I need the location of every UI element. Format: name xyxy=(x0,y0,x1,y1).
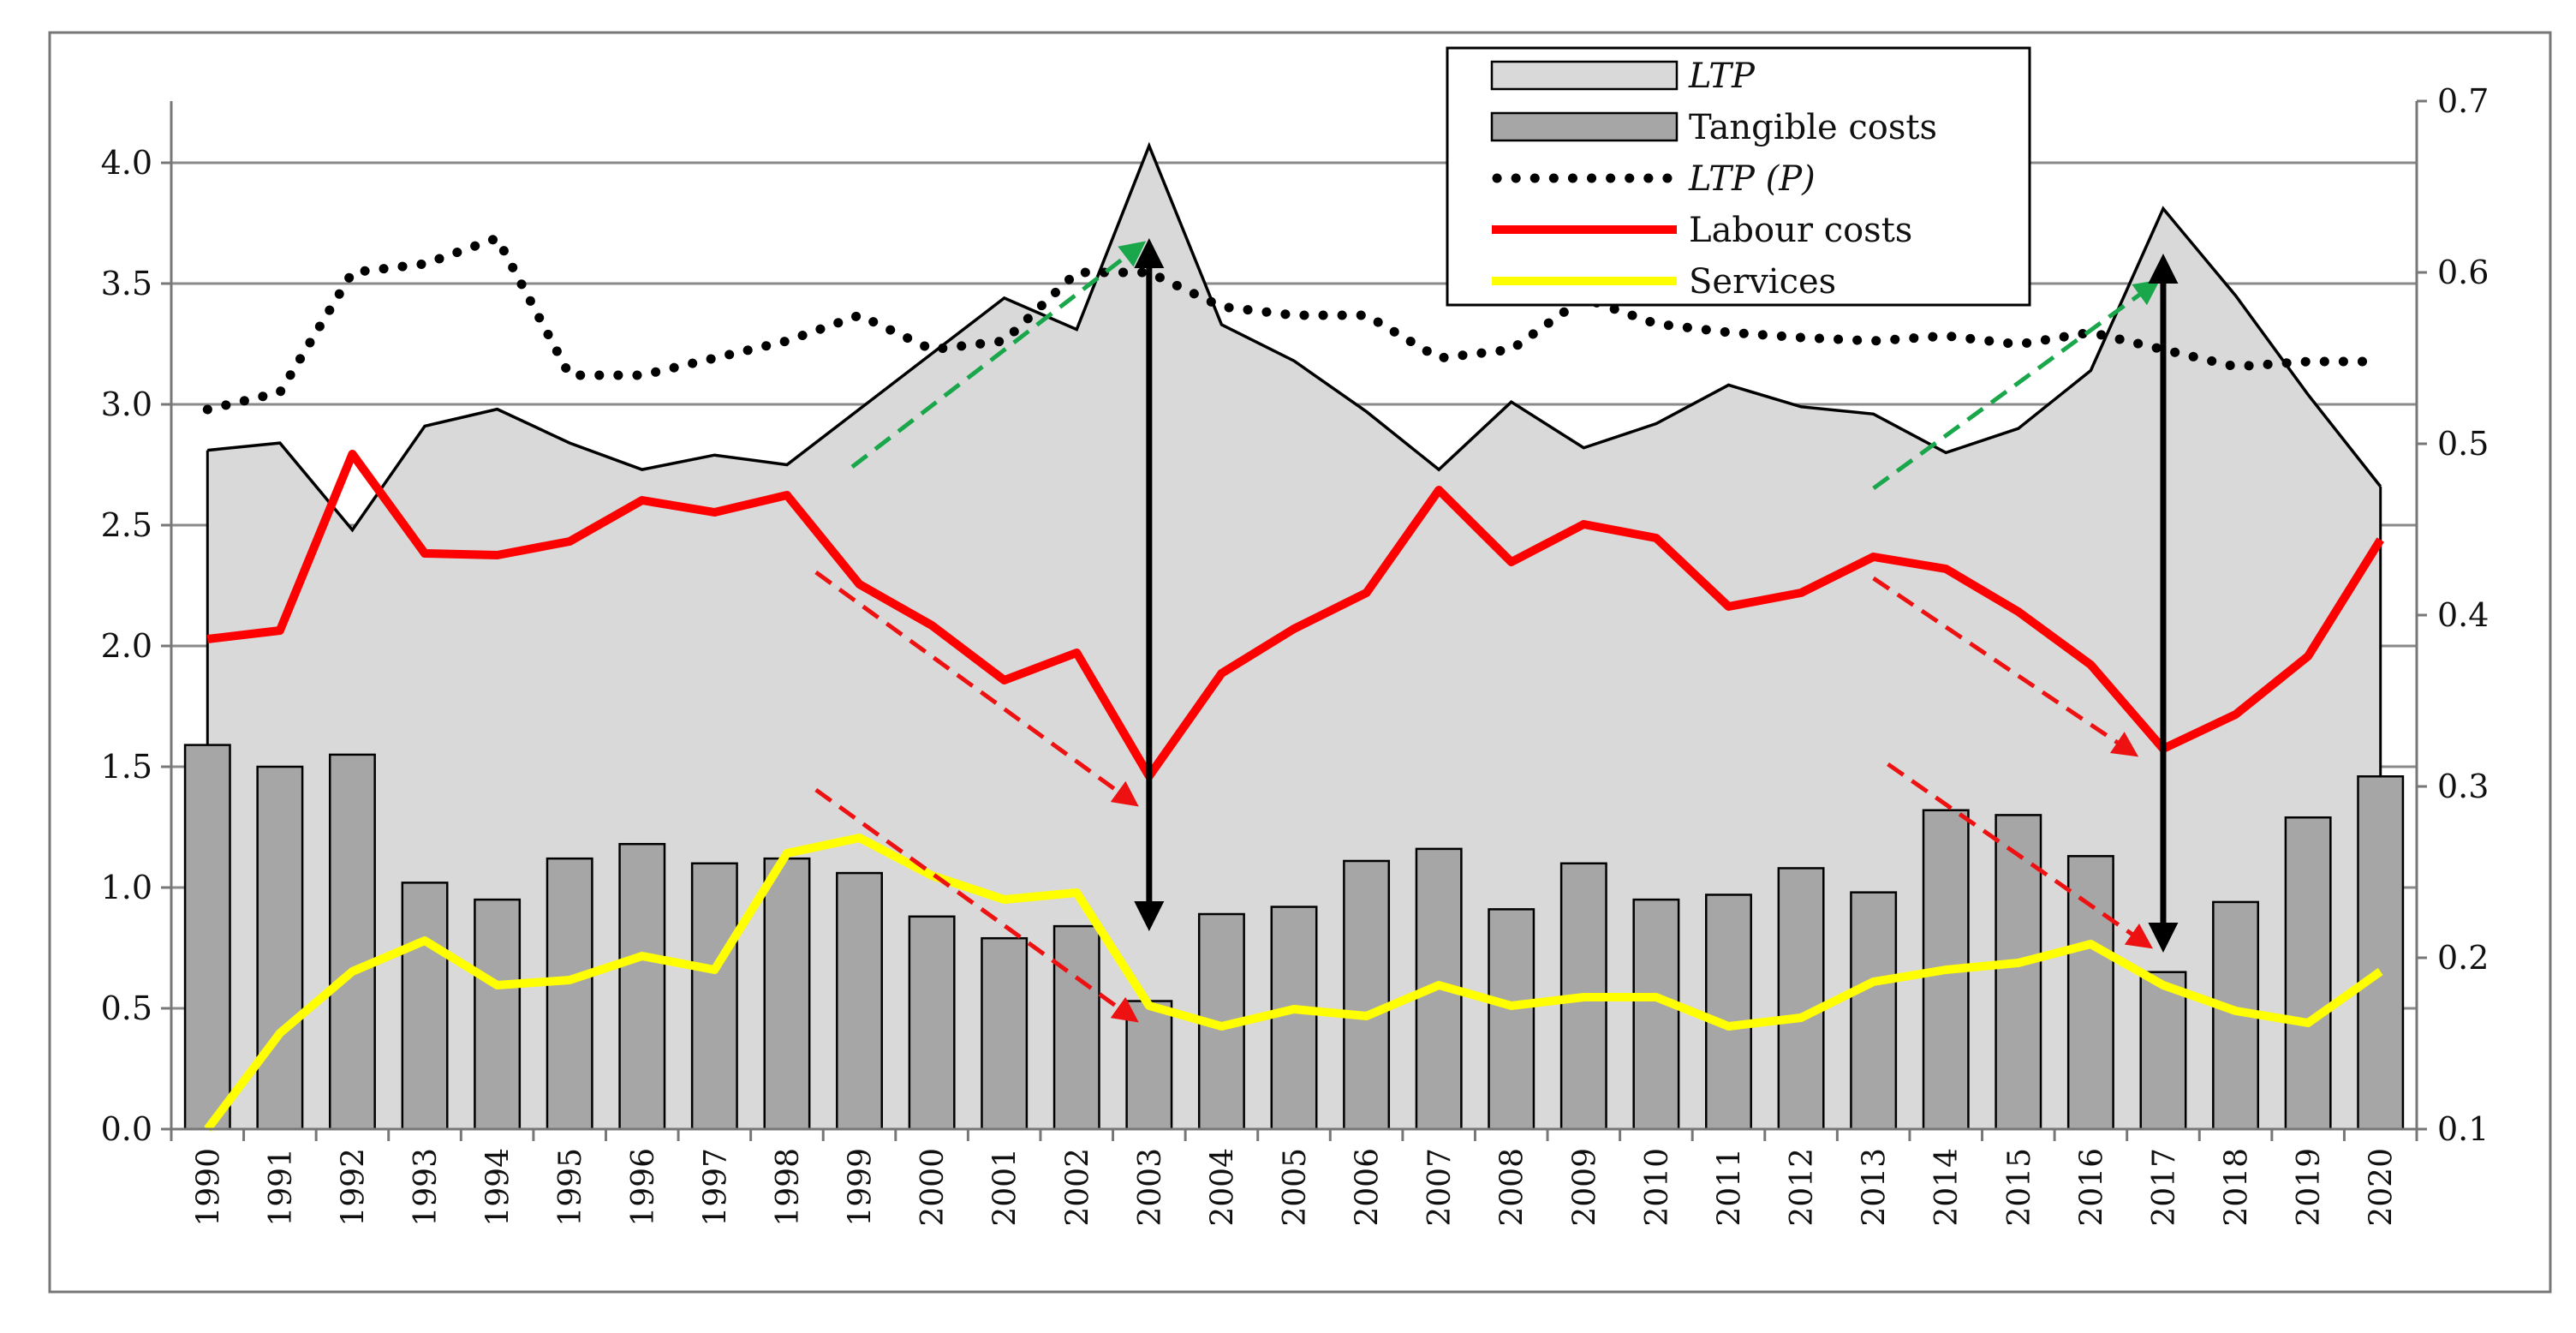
tangible-costs-bar xyxy=(2357,775,2405,1131)
x-tick-label: 1995 xyxy=(553,1148,588,1227)
x-tick-label: 1996 xyxy=(626,1148,661,1227)
tangible-costs-bar xyxy=(328,753,376,1131)
legend-label: Labour costs xyxy=(1689,211,1912,250)
tangible-costs-bar xyxy=(2066,855,2114,1131)
left-tick-label: 2.5 xyxy=(101,506,152,544)
tangible-costs-bar xyxy=(474,898,522,1131)
x-tick-label: 1991 xyxy=(264,1148,299,1227)
tangible-costs-bar xyxy=(183,744,231,1131)
x-tick-label: 2019 xyxy=(2292,1148,2327,1227)
x-tick-label: 2011 xyxy=(1712,1148,1747,1227)
left-tick-label: 3.5 xyxy=(101,265,152,302)
tangible-costs-bar xyxy=(1343,859,1391,1131)
tangible-costs-bar xyxy=(1270,906,1318,1131)
x-tick-label: 2018 xyxy=(2220,1148,2255,1227)
ltp-line xyxy=(207,141,2382,533)
x-tick-label: 1993 xyxy=(408,1148,444,1227)
tangible-costs-bar xyxy=(1052,924,1100,1131)
tangible-costs-bar xyxy=(836,871,883,1131)
tangible-costs-bar xyxy=(981,936,1029,1131)
x-tick-label: 1998 xyxy=(771,1148,806,1227)
legend-swatch-ltp xyxy=(1490,60,1679,91)
tangible-costs-bar xyxy=(690,862,738,1131)
left-tick-label: 4.0 xyxy=(101,144,152,182)
tangible-costs-bar xyxy=(908,915,956,1131)
green-arrow xyxy=(850,241,1147,469)
tangible-costs-bar xyxy=(763,857,811,1131)
legend-label: Tangible costs xyxy=(1689,108,1937,147)
annotations xyxy=(814,238,2179,1023)
x-tick-label: 2003 xyxy=(1133,1148,1168,1227)
tangible-costs-bar xyxy=(1488,908,1535,1131)
red-arrow xyxy=(1887,762,2153,949)
axes: 0.0 0.5 1.0 1.5 2.0 2.5 3.0 3.5 4.0 0.1 0.2 0.3 0.4 0… xyxy=(101,82,2490,1227)
legend-label: LTP (P) xyxy=(1688,159,1816,199)
line-series xyxy=(202,232,2386,1133)
red-arrow xyxy=(814,570,1139,807)
red-arrow xyxy=(814,787,1139,1023)
left-tick-label: 2.0 xyxy=(101,627,152,665)
x-tick-label: 1992 xyxy=(336,1148,371,1227)
tangible-costs-bar xyxy=(1705,894,1752,1131)
tangible-costs-bar xyxy=(1632,898,1680,1131)
left-tick-label: 0.5 xyxy=(101,989,152,1027)
tangible-costs-bar xyxy=(256,765,304,1131)
left-tick-label: 1.0 xyxy=(101,869,152,906)
left-tick-label: 0.0 xyxy=(101,1110,152,1148)
legend-box xyxy=(1446,46,2031,307)
tangible-costs-bar xyxy=(618,842,666,1131)
x-tick-label: 2010 xyxy=(1640,1148,1675,1227)
chart-frame xyxy=(48,31,2552,1294)
tangible-costs-bar xyxy=(1995,814,2042,1131)
x-tick-label: 2015 xyxy=(2002,1148,2037,1227)
ltp-area xyxy=(207,146,2381,1129)
right-tick-label: 0.1 xyxy=(2437,1110,2489,1148)
x-tick-label: 2007 xyxy=(1422,1148,1458,1227)
services-line xyxy=(204,834,2383,1133)
right-tick-label: 0.4 xyxy=(2437,596,2489,634)
right-tick-label: 0.6 xyxy=(2437,254,2489,291)
x-tick-label: 2006 xyxy=(1351,1148,1386,1227)
x-tick-label: 2016 xyxy=(2074,1148,2109,1227)
right-tick-label: 0.2 xyxy=(2437,939,2489,977)
x-tick-label: 1994 xyxy=(481,1148,516,1227)
x-tick-label: 2002 xyxy=(1060,1148,1095,1227)
legend-label: Services xyxy=(1689,262,1836,302)
x-tick-label: 2009 xyxy=(1567,1148,1602,1227)
right-tick-label: 0.5 xyxy=(2437,425,2489,463)
tangible-costs-bar xyxy=(401,882,449,1131)
left-tick-label: 3.0 xyxy=(101,386,152,423)
tangible-costs-bar xyxy=(1777,867,1825,1131)
legend-label: LTP xyxy=(1688,57,1756,96)
x-tick-label: 2017 xyxy=(2147,1148,2182,1227)
x-tick-label: 2014 xyxy=(1929,1148,1965,1227)
tangible-costs-bar xyxy=(546,857,593,1131)
x-tick-label: 2020 xyxy=(2364,1148,2400,1227)
x-tick-label: 2012 xyxy=(1785,1148,1820,1227)
x-tick-label: 1999 xyxy=(844,1148,879,1227)
x-tick-label: 2013 xyxy=(1857,1148,1893,1227)
x-tick-label: 2001 xyxy=(988,1148,1023,1227)
right-tick-label: 0.7 xyxy=(2437,82,2489,120)
tangible-costs-bar xyxy=(2284,816,2332,1131)
red-arrow xyxy=(1872,576,2139,757)
x-tick-label: 1997 xyxy=(698,1148,733,1227)
legend: LTP Tangible costs LTP (P) Labour costs Serv… xyxy=(1446,46,2031,307)
left-tick-label: 1.5 xyxy=(101,748,152,786)
x-tick-label: 2005 xyxy=(1278,1148,1313,1227)
x-tick-label: 1990 xyxy=(191,1148,226,1227)
legend-swatch-tangible xyxy=(1490,111,1679,142)
x-tick-label: 2004 xyxy=(1205,1148,1240,1227)
tangible-costs-bar xyxy=(1850,891,1898,1131)
tangible-costs-bar xyxy=(2139,971,2187,1131)
x-tick-label: 2000 xyxy=(915,1148,951,1227)
labour-costs-line xyxy=(206,450,2384,780)
right-tick-label: 0.3 xyxy=(2437,768,2489,805)
x-tick-label: 2008 xyxy=(1495,1148,1530,1227)
